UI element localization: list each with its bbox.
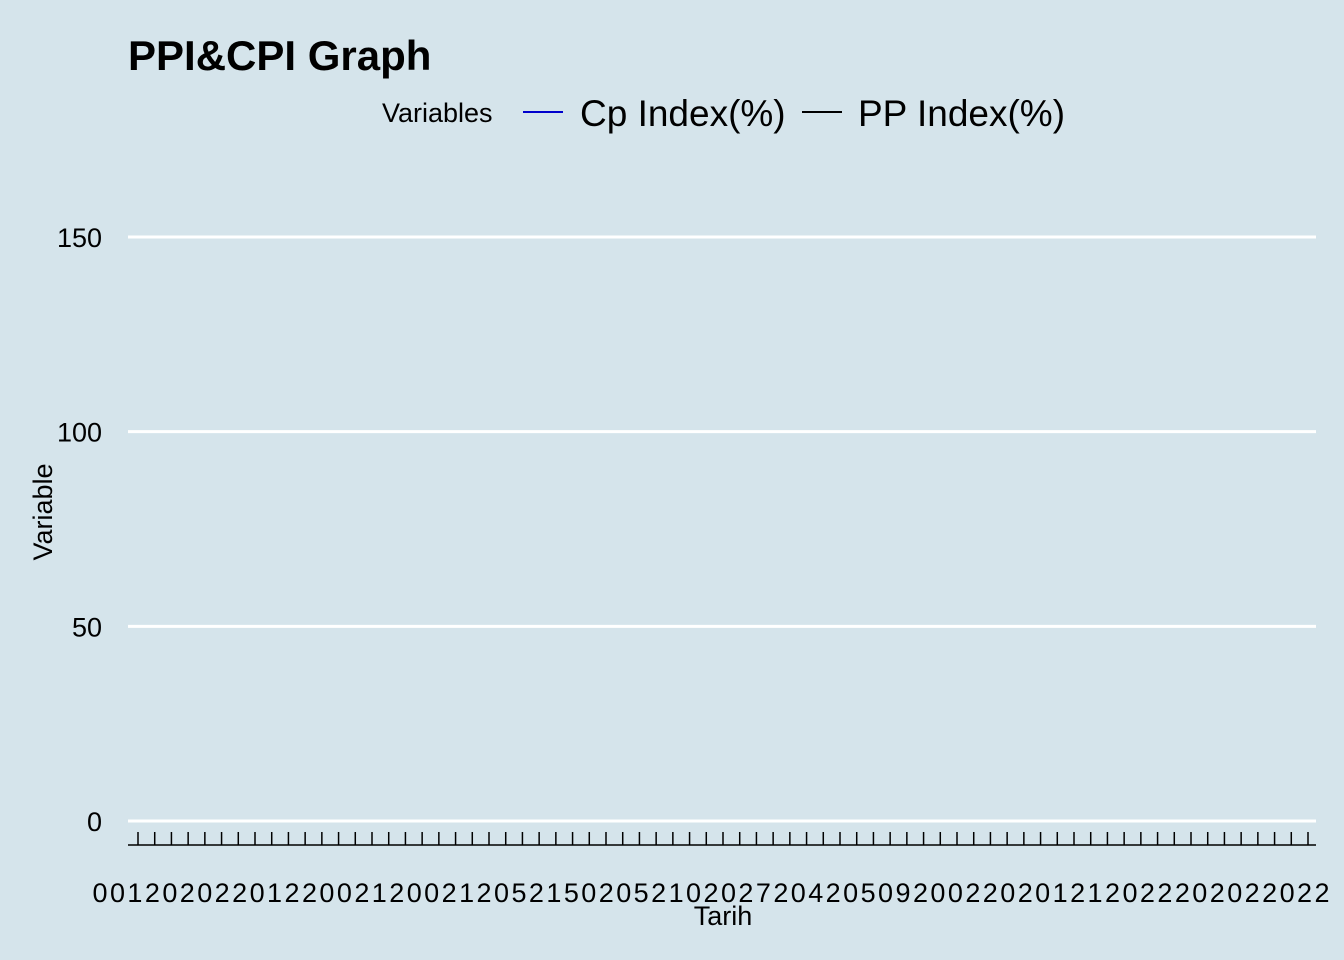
x-tick-label: 2 [1157,878,1172,908]
x-tick-label: 2 [302,878,317,908]
x-tick-label: 2 [826,878,841,908]
x-tick-label: 2 [1245,878,1260,908]
x-tick-label: 0 [1035,878,1050,908]
x-tick-label: 2 [1105,878,1120,908]
x-tick-label: 5 [861,878,876,908]
legend: Variables Cp Index(%) PP Index(%) [382,93,1065,134]
x-tick-label: 0 [162,878,177,908]
x-tick-label: 2 [232,878,247,908]
x-tick-label: 1 [127,878,142,908]
x-tick-label: 0 [1122,878,1137,908]
x-tick-label: 2 [1297,878,1312,908]
x-tick-label: 5 [564,878,579,908]
x-tick-label: 2 [180,878,195,908]
x-tick-label: 0 [948,878,963,908]
x-tick-label: 5 [634,878,649,908]
x-tick-label: 2 [1175,878,1190,908]
x-tick-label: 0 [791,878,806,908]
x-tick-label: 2 [1018,878,1033,908]
x-tick-label: 2 [773,878,788,908]
legend-label-cp-index: Cp Index(%) [580,93,786,134]
x-tick-label: 0 [424,878,439,908]
x-tick-label: 1 [1088,878,1103,908]
x-tick-label: 5 [511,878,526,908]
x-tick-label: 0 [110,878,125,908]
legend-label-pp-index: PP Index(%) [858,93,1065,134]
x-tick-label: 2 [389,878,404,908]
x-tick-label: 0 [1280,878,1295,908]
x-tick-label: 0 [581,878,596,908]
x-tick-label: 0 [878,878,893,908]
x-tick-label: 2 [442,878,457,908]
y-tick-label: 150 [57,223,102,253]
y-tick-label: 50 [72,612,102,642]
x-tick-label: 0 [337,878,352,908]
x-tick-label: 0 [494,878,509,908]
x-tick-label: 2 [285,878,300,908]
x-tick-label: 0 [250,878,265,908]
x-tick-label: 2 [1140,878,1155,908]
x-tick-label: 0 [616,878,631,908]
x-tick-label: 0 [843,878,858,908]
x-tick-label: 0 [1192,878,1207,908]
x-tick-label: 0 [197,878,212,908]
y-tick-label: 100 [57,418,102,448]
x-tick-label: 7 [756,878,771,908]
x-tick-label: 2 [965,878,980,908]
x-tick-label: 2 [983,878,998,908]
x-tick-label: 2 [1070,878,1085,908]
x-tick-label: 1 [267,878,282,908]
x-tick-label: 1 [372,878,387,908]
x-tick-label: 2 [529,878,544,908]
x-tick-label: 2 [215,878,230,908]
x-tick-label: 1 [546,878,561,908]
x-tick-label: 1 [459,878,474,908]
x-tick-label: 1 [1053,878,1068,908]
legend-title: Variables [382,98,493,128]
x-tick-label: 2 [477,878,492,908]
x-tick-label: 1 [669,878,684,908]
chart-title: PPI&CPI Graph [128,32,431,79]
x-tick-label: 0 [319,878,334,908]
x-tick-label: 4 [808,878,823,908]
x-tick-label: 0 [92,878,107,908]
x-tick-label: 2 [354,878,369,908]
x-tick-label: 2 [145,878,160,908]
x-tick-label: 2 [913,878,928,908]
x-tick-label: 9 [896,878,911,908]
y-axis-title: Variable [28,463,58,560]
x-tick-label: 2 [1262,878,1277,908]
x-tick-label: 0 [407,878,422,908]
x-axis-title: Tarih [694,901,753,931]
x-tick-label: 2 [651,878,666,908]
y-tick-label: 0 [87,807,102,837]
x-tick-label: 0 [1000,878,1015,908]
x-tick-label: 0 [930,878,945,908]
x-tick-label: 0 [1227,878,1242,908]
x-tick-label: 2 [1314,878,1329,908]
x-tick-label: 2 [599,878,614,908]
x-tick-label: 2 [1210,878,1225,908]
